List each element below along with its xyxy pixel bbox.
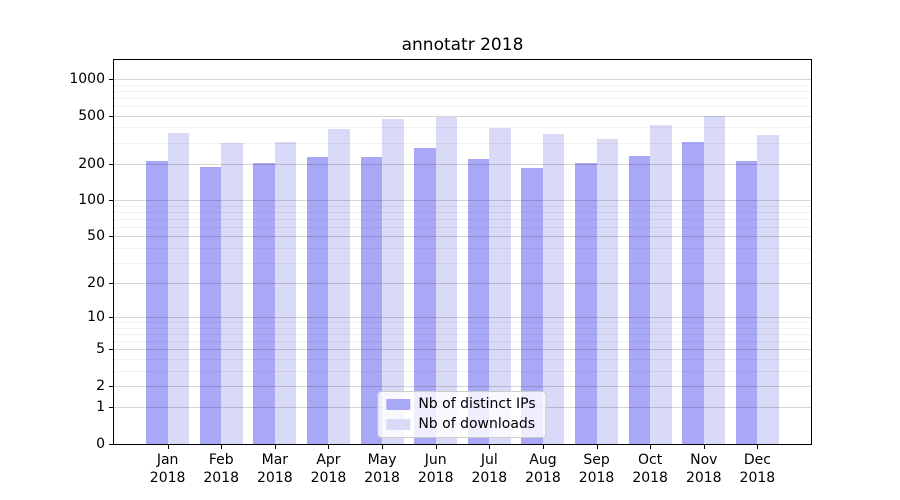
major-gridline [114, 163, 811, 165]
bar-downloads-dec [757, 134, 779, 444]
y-tick-mark [109, 283, 113, 285]
y-tick-mark [109, 79, 113, 81]
minor-gridline [114, 127, 811, 129]
x-tick-mark [489, 445, 491, 449]
bar-downloads-mar [274, 141, 297, 444]
major-gridline [114, 317, 811, 319]
y-tick-mark [109, 115, 113, 117]
bar-distinct-ips-nov [682, 141, 704, 444]
x-tick-month: Dec [743, 452, 771, 468]
major-gridline [114, 236, 811, 238]
minor-gridline [114, 142, 811, 144]
legend-item: Nb of downloads [386, 416, 535, 433]
major-gridline [114, 283, 811, 285]
y-tick-mark [109, 407, 113, 409]
y-tick-label: 20 [87, 275, 105, 292]
bar-distinct-ips-apr [307, 157, 329, 444]
x-tick-label-dec: Dec 2018 [725, 451, 789, 487]
y-tick-label: 500 [78, 107, 105, 124]
y-tick-mark [109, 163, 113, 165]
major-gridline [114, 115, 811, 117]
x-tick-mark [757, 445, 759, 449]
y-tick-label: 5 [96, 341, 105, 358]
minor-gridline [114, 327, 811, 329]
x-tick-mark [542, 445, 544, 449]
minor-gridline [114, 341, 811, 343]
bar-distinct-ips-may [360, 156, 383, 444]
x-tick-mark [328, 445, 330, 449]
bar-downloads-aug [542, 134, 565, 444]
y-tick-mark [109, 349, 113, 351]
minor-gridline [114, 262, 811, 264]
y-tick-label: 200 [78, 155, 105, 172]
bar-distinct-ips-feb [199, 166, 222, 444]
bar-distinct-ips-dec [735, 161, 758, 444]
minor-gridline [114, 97, 811, 99]
minor-gridline [114, 358, 811, 360]
y-tick-mark [109, 236, 113, 238]
bar-distinct-ips-jan [146, 161, 168, 444]
x-tick-mark [703, 445, 705, 449]
minor-gridline [114, 211, 811, 213]
bar-distinct-ips-mar [253, 162, 275, 444]
major-gridline [114, 349, 811, 351]
y-tick-label: 0 [96, 436, 105, 452]
y-tick-mark [109, 317, 113, 319]
y-tick-mark [109, 200, 113, 202]
x-tick-mark [167, 445, 169, 449]
x-tick-mark [596, 445, 598, 449]
major-gridline [114, 200, 811, 202]
minor-gridline [114, 334, 811, 336]
x-tick-mark [274, 445, 276, 449]
legend-label: Nb of distinct IPs [418, 396, 536, 412]
bar-distinct-ips-jul [467, 159, 490, 444]
bar-downloads-jun [435, 116, 458, 444]
bar-downloads-may [382, 119, 404, 444]
bar-distinct-ips-jun [414, 148, 436, 444]
bar-downloads-jul [489, 128, 511, 444]
bar-distinct-ips-aug [521, 168, 543, 444]
x-tick-year: 2018 [739, 470, 776, 486]
y-tick-label: 1 [96, 399, 105, 416]
legend-swatch [386, 399, 411, 410]
legend: Nb of distinct IPs Nb of downloads [377, 391, 547, 438]
bar-downloads-nov [703, 115, 726, 444]
bar-downloads-apr [328, 128, 350, 444]
minor-gridline [114, 322, 811, 324]
legend-item: Nb of distinct IPs [386, 396, 536, 413]
minor-gridline [114, 370, 811, 372]
y-tick-label: 100 [78, 192, 105, 209]
bar-downloads-feb [221, 142, 243, 444]
y-tick-label: 50 [87, 228, 105, 245]
y-tick-mark [109, 385, 113, 387]
bar-downloads-oct [650, 124, 672, 444]
y-tick-label: 2 [96, 377, 105, 394]
x-tick-mark [221, 445, 223, 449]
y-tick-mark [109, 444, 113, 445]
x-tick-mark [650, 445, 652, 449]
legend-swatch [386, 419, 411, 430]
minor-gridline [114, 205, 811, 207]
x-tick-mark [382, 445, 384, 449]
legend-label: Nb of downloads [418, 416, 536, 432]
major-gridline [114, 79, 811, 81]
minor-gridline [114, 226, 811, 228]
minor-gridline [114, 106, 811, 107]
minor-gridline [114, 84, 811, 86]
bar-downloads-jan [167, 133, 190, 444]
y-tick-label: 10 [87, 309, 105, 326]
bar-downloads-sep [596, 139, 618, 444]
minor-gridline [114, 247, 811, 249]
chart-title: annotatr 2018 [401, 35, 524, 55]
bar-distinct-ips-sep [575, 163, 597, 444]
plot-area [113, 59, 812, 445]
bar-distinct-ips-oct [628, 155, 651, 444]
major-gridline [114, 385, 811, 387]
minor-gridline [114, 90, 811, 92]
y-tick-label: 1000 [69, 71, 105, 88]
x-tick-mark [435, 445, 437, 449]
minor-gridline [114, 218, 811, 220]
